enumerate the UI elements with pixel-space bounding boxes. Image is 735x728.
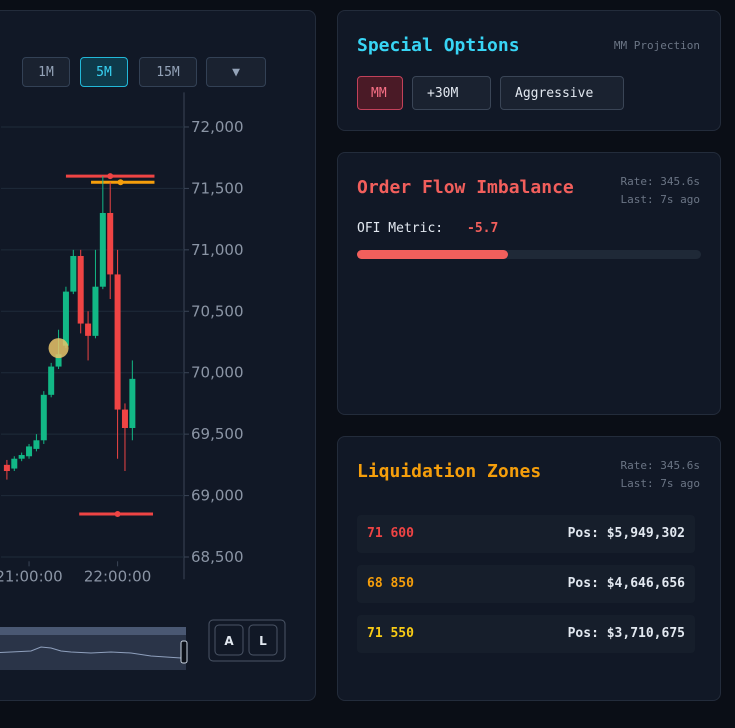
y-tick-label: 71,000 xyxy=(191,241,244,259)
liquidation-position: Pos: $3,710,675 xyxy=(567,626,685,641)
candle-body xyxy=(85,323,92,336)
chart-panel: 1M 5M 15M ▼ 68,500 69,000 69,500 70,000 70,500 7… xyxy=(0,10,316,701)
candle-body xyxy=(99,212,106,287)
y-tick-label: 69,500 xyxy=(191,425,244,443)
mm-button[interactable]: MM xyxy=(357,76,403,110)
candle-body xyxy=(92,286,99,336)
candle-body xyxy=(107,212,114,275)
panel-subtitle: MM Projection xyxy=(613,39,700,52)
offset-value: +30M xyxy=(427,85,459,101)
panel-title: Special Options xyxy=(357,35,520,56)
y-tick-label: 71,500 xyxy=(191,179,244,197)
nav-button[interactable] xyxy=(248,624,278,656)
special-options-panel: Special Options MM Projection MM +30M Ag… xyxy=(337,10,721,131)
last: Last: 7s ago xyxy=(620,477,700,490)
navigator-line xyxy=(0,646,182,659)
mode-value: Aggressive xyxy=(515,85,594,101)
chart: 68,500 69,000 69,500 70,000 70,500 71,000 71,5… xyxy=(0,92,286,670)
candle-body xyxy=(55,354,62,367)
ofi-panel: Order Flow Imbalance Rate: 345.6s Last: 7… xyxy=(337,152,721,415)
candle-body xyxy=(40,394,47,441)
rate: Rate: 345.6s xyxy=(620,459,700,472)
mode-select[interactable]: Aggressive xyxy=(500,76,624,110)
liquidation-price: 71 550 xyxy=(367,626,414,641)
x-tick-label: 22:00:00 xyxy=(84,567,151,585)
liquidation-position: Pos: $4,646,656 xyxy=(567,576,685,591)
liquidation-price: 71 600 xyxy=(367,526,414,541)
timeframe-button[interactable]: 5M xyxy=(80,57,128,87)
timeframe-button[interactable]: ▼ xyxy=(206,57,266,87)
liquidation-row: 71 550 Pos: $3,710,675 xyxy=(357,615,695,653)
y-tick-label: 70,000 xyxy=(191,364,244,382)
metric-label: OFI Metric: xyxy=(357,221,444,236)
candle-body xyxy=(33,440,40,449)
nav-button-label: L xyxy=(259,634,267,648)
rate: Rate: 345.6s xyxy=(620,175,700,188)
x-tick-label: 21:00:00 xyxy=(0,567,63,585)
candle-body xyxy=(11,458,18,469)
panel-title: Liquidation Zones xyxy=(357,461,542,482)
last: Last: 7s ago xyxy=(620,193,700,206)
candle-body xyxy=(62,291,69,346)
y-tick-label: 72,000 xyxy=(191,118,244,136)
metric-fill xyxy=(357,250,508,259)
candle-body xyxy=(26,446,33,457)
navigator-handle xyxy=(0,627,186,635)
liquidation-row: 71 600 Pos: $5,949,302 xyxy=(357,515,695,553)
y-tick-label: 68,500 xyxy=(191,548,244,566)
nav-button[interactable] xyxy=(214,624,244,656)
navigator-grip[interactable] xyxy=(180,640,188,664)
nav-button-group xyxy=(208,619,286,662)
metric-track xyxy=(357,250,701,259)
liquidation-panel: Liquidation Zones Rate: 345.6s Last: 7s a… xyxy=(337,436,721,701)
projection-marker xyxy=(48,338,69,359)
candle-body xyxy=(18,455,25,459)
liquidation-row: 68 850 Pos: $4,646,656 xyxy=(357,565,695,603)
panel-meta: Rate: 345.6s Last: 7s ago xyxy=(621,173,700,209)
level-dot xyxy=(117,179,124,186)
timeframe-button[interactable]: 15M xyxy=(139,57,197,87)
candle-body xyxy=(77,255,84,324)
nav-button-label: A xyxy=(224,634,234,648)
candle-body xyxy=(129,378,136,429)
candle-body xyxy=(121,409,128,429)
offset-select[interactable]: +30M xyxy=(412,76,491,110)
liquidation-position: Pos: $5,949,302 xyxy=(567,526,685,541)
candle-body xyxy=(3,464,10,472)
metric-value: -5.7 xyxy=(467,221,499,236)
level-dot xyxy=(107,173,114,180)
y-tick-label: 70,500 xyxy=(191,302,244,320)
panel-title: Order Flow Imbalance xyxy=(357,177,574,198)
candle-body xyxy=(48,366,55,395)
level-dot xyxy=(114,511,121,518)
panel-meta: Rate: 345.6s Last: 7s ago xyxy=(621,457,700,493)
candle-body xyxy=(70,255,77,292)
candle-body xyxy=(114,274,121,410)
liquidation-price: 68 850 xyxy=(367,576,414,591)
timeframe-button[interactable]: 1M xyxy=(22,57,70,87)
y-tick-label: 69,000 xyxy=(191,487,244,505)
